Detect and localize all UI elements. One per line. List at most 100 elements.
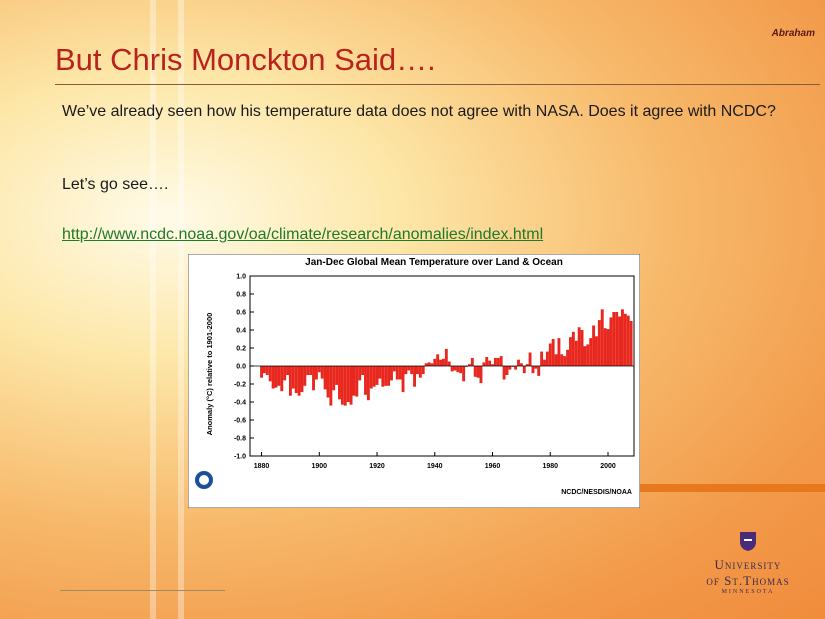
bar <box>381 366 385 387</box>
bar <box>262 366 266 374</box>
accent-stripe <box>640 484 825 492</box>
bar <box>421 366 425 375</box>
bar <box>592 325 596 366</box>
bar <box>485 357 489 366</box>
bar <box>291 366 295 389</box>
bar <box>496 357 500 366</box>
logo-shield <box>740 532 756 551</box>
bar <box>340 366 344 405</box>
bar <box>260 366 263 378</box>
y-tick-label: -1.0 <box>234 454 246 461</box>
bar <box>286 366 289 375</box>
bar <box>358 366 362 381</box>
bar <box>453 366 457 371</box>
bar <box>470 357 474 366</box>
bar <box>366 366 370 401</box>
bar <box>433 358 437 366</box>
bar <box>534 366 538 369</box>
title-rule <box>55 84 820 85</box>
bar <box>335 366 339 385</box>
bar <box>442 358 445 366</box>
bar <box>355 366 359 397</box>
bar <box>557 338 561 366</box>
bar <box>482 362 486 366</box>
bar <box>476 366 480 378</box>
bar <box>595 336 598 366</box>
bar <box>410 366 414 375</box>
bar <box>600 309 604 366</box>
x-tick-label: 1940 <box>427 463 443 470</box>
bar <box>427 362 431 366</box>
bar <box>525 364 529 366</box>
bar <box>277 366 281 386</box>
bar <box>384 366 388 386</box>
bar <box>479 366 483 384</box>
bar <box>404 366 408 375</box>
bar <box>623 313 627 366</box>
bar <box>430 363 434 366</box>
bar <box>473 366 477 377</box>
bar <box>528 352 532 366</box>
bar <box>577 327 581 366</box>
bar <box>569 337 572 366</box>
bar <box>606 329 610 366</box>
bar <box>583 346 587 366</box>
bar <box>407 366 411 371</box>
bar <box>398 366 402 380</box>
bar <box>314 366 318 380</box>
bar <box>586 344 590 366</box>
x-tick-label: 1980 <box>542 463 558 470</box>
chart-title: Jan-Dec Global Mean Temperature over Lan… <box>305 257 563 268</box>
bar <box>288 366 292 396</box>
bar <box>517 359 520 366</box>
bar <box>306 366 310 375</box>
bar <box>545 351 549 366</box>
bar <box>563 356 567 366</box>
bar <box>349 366 353 405</box>
bar <box>395 366 399 380</box>
bar <box>537 366 541 376</box>
bar <box>589 338 593 366</box>
bar <box>418 366 422 378</box>
bar <box>271 366 275 389</box>
bar <box>603 328 607 366</box>
link[interactable]: http://www.ncdc.noaa.gov/oa/climate/rese… <box>62 226 544 243</box>
bar <box>629 321 633 366</box>
bar <box>317 366 321 373</box>
bar <box>551 339 555 366</box>
bar <box>444 348 448 366</box>
bar <box>378 366 382 379</box>
bar <box>621 309 624 366</box>
bar <box>618 316 622 366</box>
logo-line: MINNESOTA <box>721 589 775 595</box>
slide-title: But Chris Monckton Said…. <box>55 42 436 77</box>
bar <box>540 351 544 366</box>
bar <box>615 312 619 366</box>
bar <box>571 331 575 366</box>
bar <box>447 361 451 366</box>
bar <box>372 366 376 387</box>
bar <box>566 349 570 366</box>
bar <box>387 366 391 386</box>
background-ray <box>178 0 184 619</box>
bar <box>303 366 307 386</box>
bar <box>329 366 333 406</box>
bar <box>265 366 269 375</box>
logo-line: of St.Thomas <box>706 573 790 588</box>
bar <box>456 366 460 373</box>
bar <box>597 320 601 366</box>
bar <box>364 366 367 395</box>
chart: Jan-Dec Global Mean Temperature over Lan… <box>188 254 640 508</box>
y-tick-label: 0.6 <box>236 310 246 317</box>
bar <box>352 366 356 396</box>
bar <box>511 366 515 367</box>
bar <box>274 366 278 388</box>
university-logo: University of St.Thomas MINNESOTA <box>688 530 808 595</box>
bar <box>462 366 466 382</box>
x-tick-label: 2000 <box>600 463 616 470</box>
bar <box>499 356 503 366</box>
bar <box>439 359 442 366</box>
bar <box>560 354 564 366</box>
bar <box>519 363 523 366</box>
